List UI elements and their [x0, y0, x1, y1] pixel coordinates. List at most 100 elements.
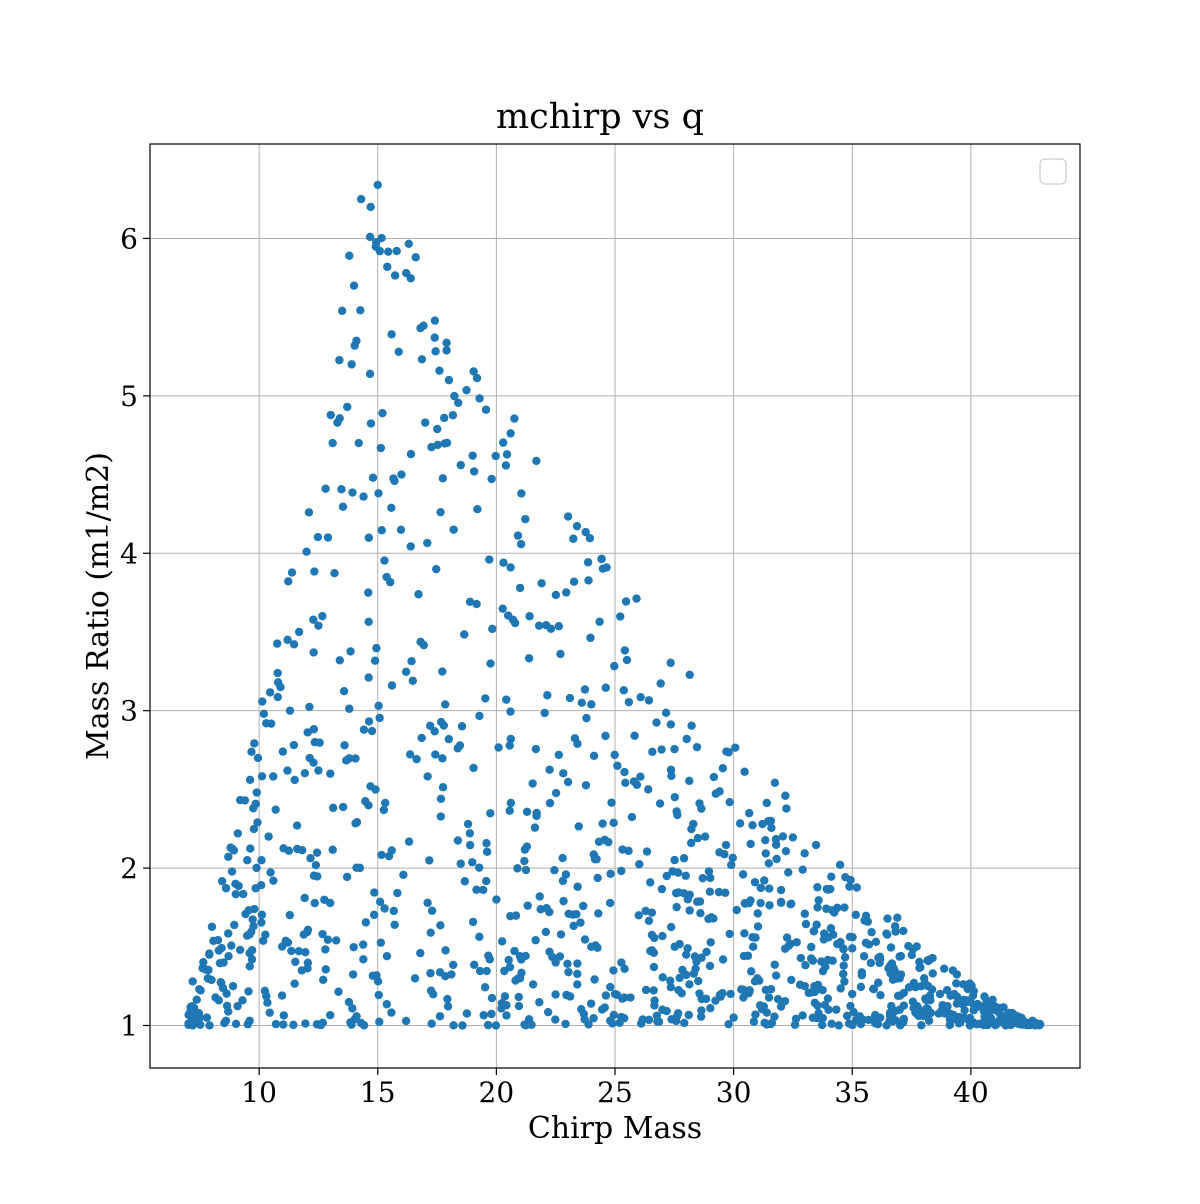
data-point-1036	[545, 798, 555, 808]
data-point-911	[882, 929, 891, 938]
data-point-1003	[964, 996, 973, 1006]
data-point-1148	[666, 765, 676, 774]
data-point-1141	[488, 624, 497, 634]
data-point-723	[482, 839, 491, 848]
data-point-173	[583, 558, 593, 567]
data-point-695	[563, 512, 573, 521]
data-point-873	[517, 955, 526, 964]
data-point-565	[598, 819, 607, 828]
data-point-951	[211, 993, 220, 1002]
data-point-427	[348, 1004, 357, 1013]
data-point-1117	[787, 899, 796, 908]
data-point-805	[593, 873, 602, 883]
data-point-100	[765, 884, 774, 893]
data-point-189	[497, 937, 507, 946]
data-point-58	[378, 408, 387, 418]
data-point-627	[745, 987, 754, 997]
data-point-652	[882, 1021, 891, 1030]
data-point-277	[704, 867, 714, 876]
data-point-773	[556, 930, 566, 939]
data-point-795	[928, 969, 937, 978]
data-point-423	[265, 1008, 274, 1017]
data-point-41	[326, 769, 335, 778]
data-point-629	[387, 1008, 396, 1017]
data-point-202	[666, 983, 676, 992]
data-point-107	[848, 944, 857, 953]
data-point-976	[746, 896, 755, 905]
data-point-298	[832, 1005, 841, 1014]
data-point-190	[875, 1013, 885, 1022]
data-point-747	[293, 844, 302, 854]
data-point-587	[215, 958, 225, 968]
data-point-1070	[257, 772, 267, 781]
data-point-1114	[482, 876, 491, 886]
data-point-1005	[310, 567, 319, 576]
data-point-930	[813, 903, 822, 912]
data-point-1191	[707, 913, 716, 922]
data-point-1151	[352, 1012, 361, 1021]
x-tick-label-25: 25	[597, 1076, 633, 1109]
data-point-910	[969, 1006, 978, 1015]
data-point-640	[728, 853, 737, 862]
data-point-1089	[523, 901, 532, 910]
data-point-972	[263, 998, 272, 1007]
data-point-1135	[920, 979, 930, 988]
data-point-811	[750, 977, 760, 986]
data-point-47	[345, 251, 354, 260]
data-point-812	[364, 717, 374, 726]
data-point-156	[312, 848, 322, 857]
data-point-44	[335, 656, 344, 665]
data-point-851	[770, 1012, 779, 1021]
data-point-801	[940, 1009, 949, 1018]
data-point-661	[580, 1015, 589, 1024]
data-point-726	[342, 756, 351, 765]
data-point-718	[505, 962, 515, 972]
data-point-516	[610, 661, 619, 671]
data-point-1073	[457, 722, 467, 731]
data-point-895	[290, 979, 299, 988]
data-point-40	[323, 533, 333, 542]
data-point-800	[810, 987, 819, 997]
data-point-390	[652, 718, 661, 727]
data-point-1011	[732, 905, 741, 915]
data-point-1053	[443, 994, 452, 1004]
data-point-786	[469, 763, 478, 773]
data-point-409	[617, 866, 626, 876]
data-point-45	[337, 306, 347, 316]
data-point-1006	[554, 750, 563, 760]
data-point-452	[834, 1021, 844, 1030]
data-point-327	[465, 840, 475, 850]
data-point-123	[492, 895, 501, 904]
data-point-384	[580, 685, 590, 694]
data-point-367	[273, 668, 282, 678]
data-point-653	[641, 985, 651, 995]
data-point-654	[301, 947, 310, 957]
data-point-697	[685, 906, 694, 915]
data-point-283	[301, 1019, 310, 1028]
data-point-420	[284, 577, 293, 586]
data-point-589	[436, 812, 446, 821]
data-point-1175	[618, 845, 627, 854]
data-point-171	[505, 741, 514, 750]
data-point-35	[309, 648, 318, 657]
data-point-717	[980, 992, 989, 1001]
data-point-180	[833, 939, 842, 949]
data-point-70	[439, 413, 449, 423]
data-point-1065	[869, 984, 878, 994]
data-point-466	[685, 776, 694, 786]
data-point-211	[506, 734, 516, 744]
data-point-793	[365, 232, 375, 242]
data-point-1090	[1027, 1020, 1036, 1029]
data-point-402	[573, 969, 582, 979]
data-point-538	[601, 991, 611, 1000]
data-point-1169	[873, 1019, 883, 1029]
data-point-468	[294, 627, 304, 637]
data-point-51	[354, 438, 363, 448]
data-point-865	[427, 906, 437, 915]
data-point-926	[214, 946, 223, 955]
data-point-898	[988, 995, 997, 1005]
data-point-450	[584, 576, 593, 585]
data-point-1013	[784, 941, 793, 951]
data-point-1069	[811, 840, 821, 850]
data-point-245	[702, 947, 711, 957]
